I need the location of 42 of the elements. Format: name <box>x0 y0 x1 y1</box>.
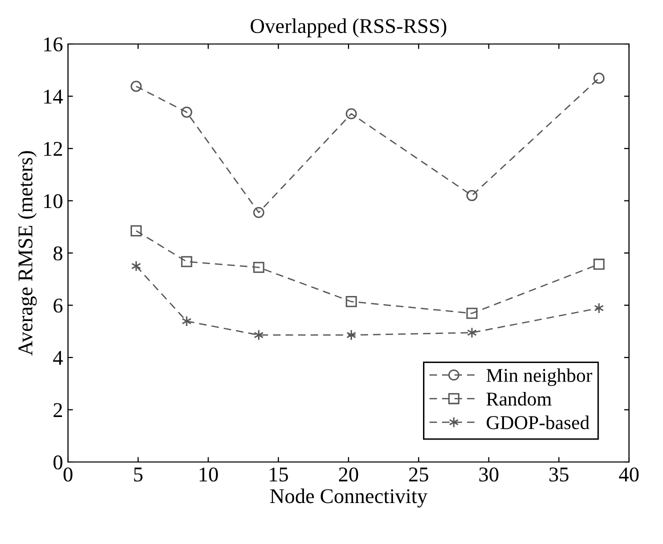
y-tick-label: 10 <box>44 194 62 208</box>
x-tick-label: 40 <box>618 467 639 482</box>
x-tick-label: 30 <box>479 467 498 482</box>
y-tick-label: 12 <box>44 142 62 156</box>
point <box>130 225 142 236</box>
x-tick-label: 20 <box>339 467 358 482</box>
point <box>181 106 192 118</box>
x-tick-label: 10 <box>200 467 218 482</box>
point <box>466 190 478 202</box>
point <box>181 256 192 268</box>
point <box>131 260 142 272</box>
point <box>182 316 192 327</box>
point <box>254 329 264 341</box>
x-tick-label: 5 <box>134 468 143 482</box>
legend-label: Min neighbor <box>486 368 592 386</box>
y-tick-label: 2 <box>54 403 62 417</box>
point <box>253 206 264 218</box>
point <box>253 262 264 273</box>
point <box>346 296 357 308</box>
point <box>593 258 605 270</box>
x-tick-label: 0 <box>64 467 72 482</box>
point <box>467 327 477 338</box>
point <box>130 80 142 92</box>
y-tick-label: 16 <box>44 37 63 52</box>
chart-title: Overlapped (RSS-RSS) <box>250 18 446 38</box>
legend-label: Random <box>486 392 552 406</box>
y-tick-label: 6 <box>54 298 63 313</box>
legend-label: GDOP-based <box>486 416 590 430</box>
y-tick-label: 14 <box>44 90 63 104</box>
y-axis-title: Average RMSE (meters) <box>18 151 37 356</box>
point <box>466 308 478 319</box>
x-tick-label: 15 <box>270 468 288 482</box>
y-tick-label: 0 <box>54 455 62 470</box>
x-tick-label: 35 <box>549 468 568 482</box>
x-axis-title: Node Connectivity <box>270 488 428 508</box>
point <box>594 302 604 314</box>
x-tick-label: 25 <box>409 468 428 482</box>
point <box>346 329 356 341</box>
point <box>593 72 605 84</box>
y-tick-label: 8 <box>54 246 62 260</box>
point <box>346 108 357 120</box>
y-tick-label: 4 <box>53 351 63 365</box>
